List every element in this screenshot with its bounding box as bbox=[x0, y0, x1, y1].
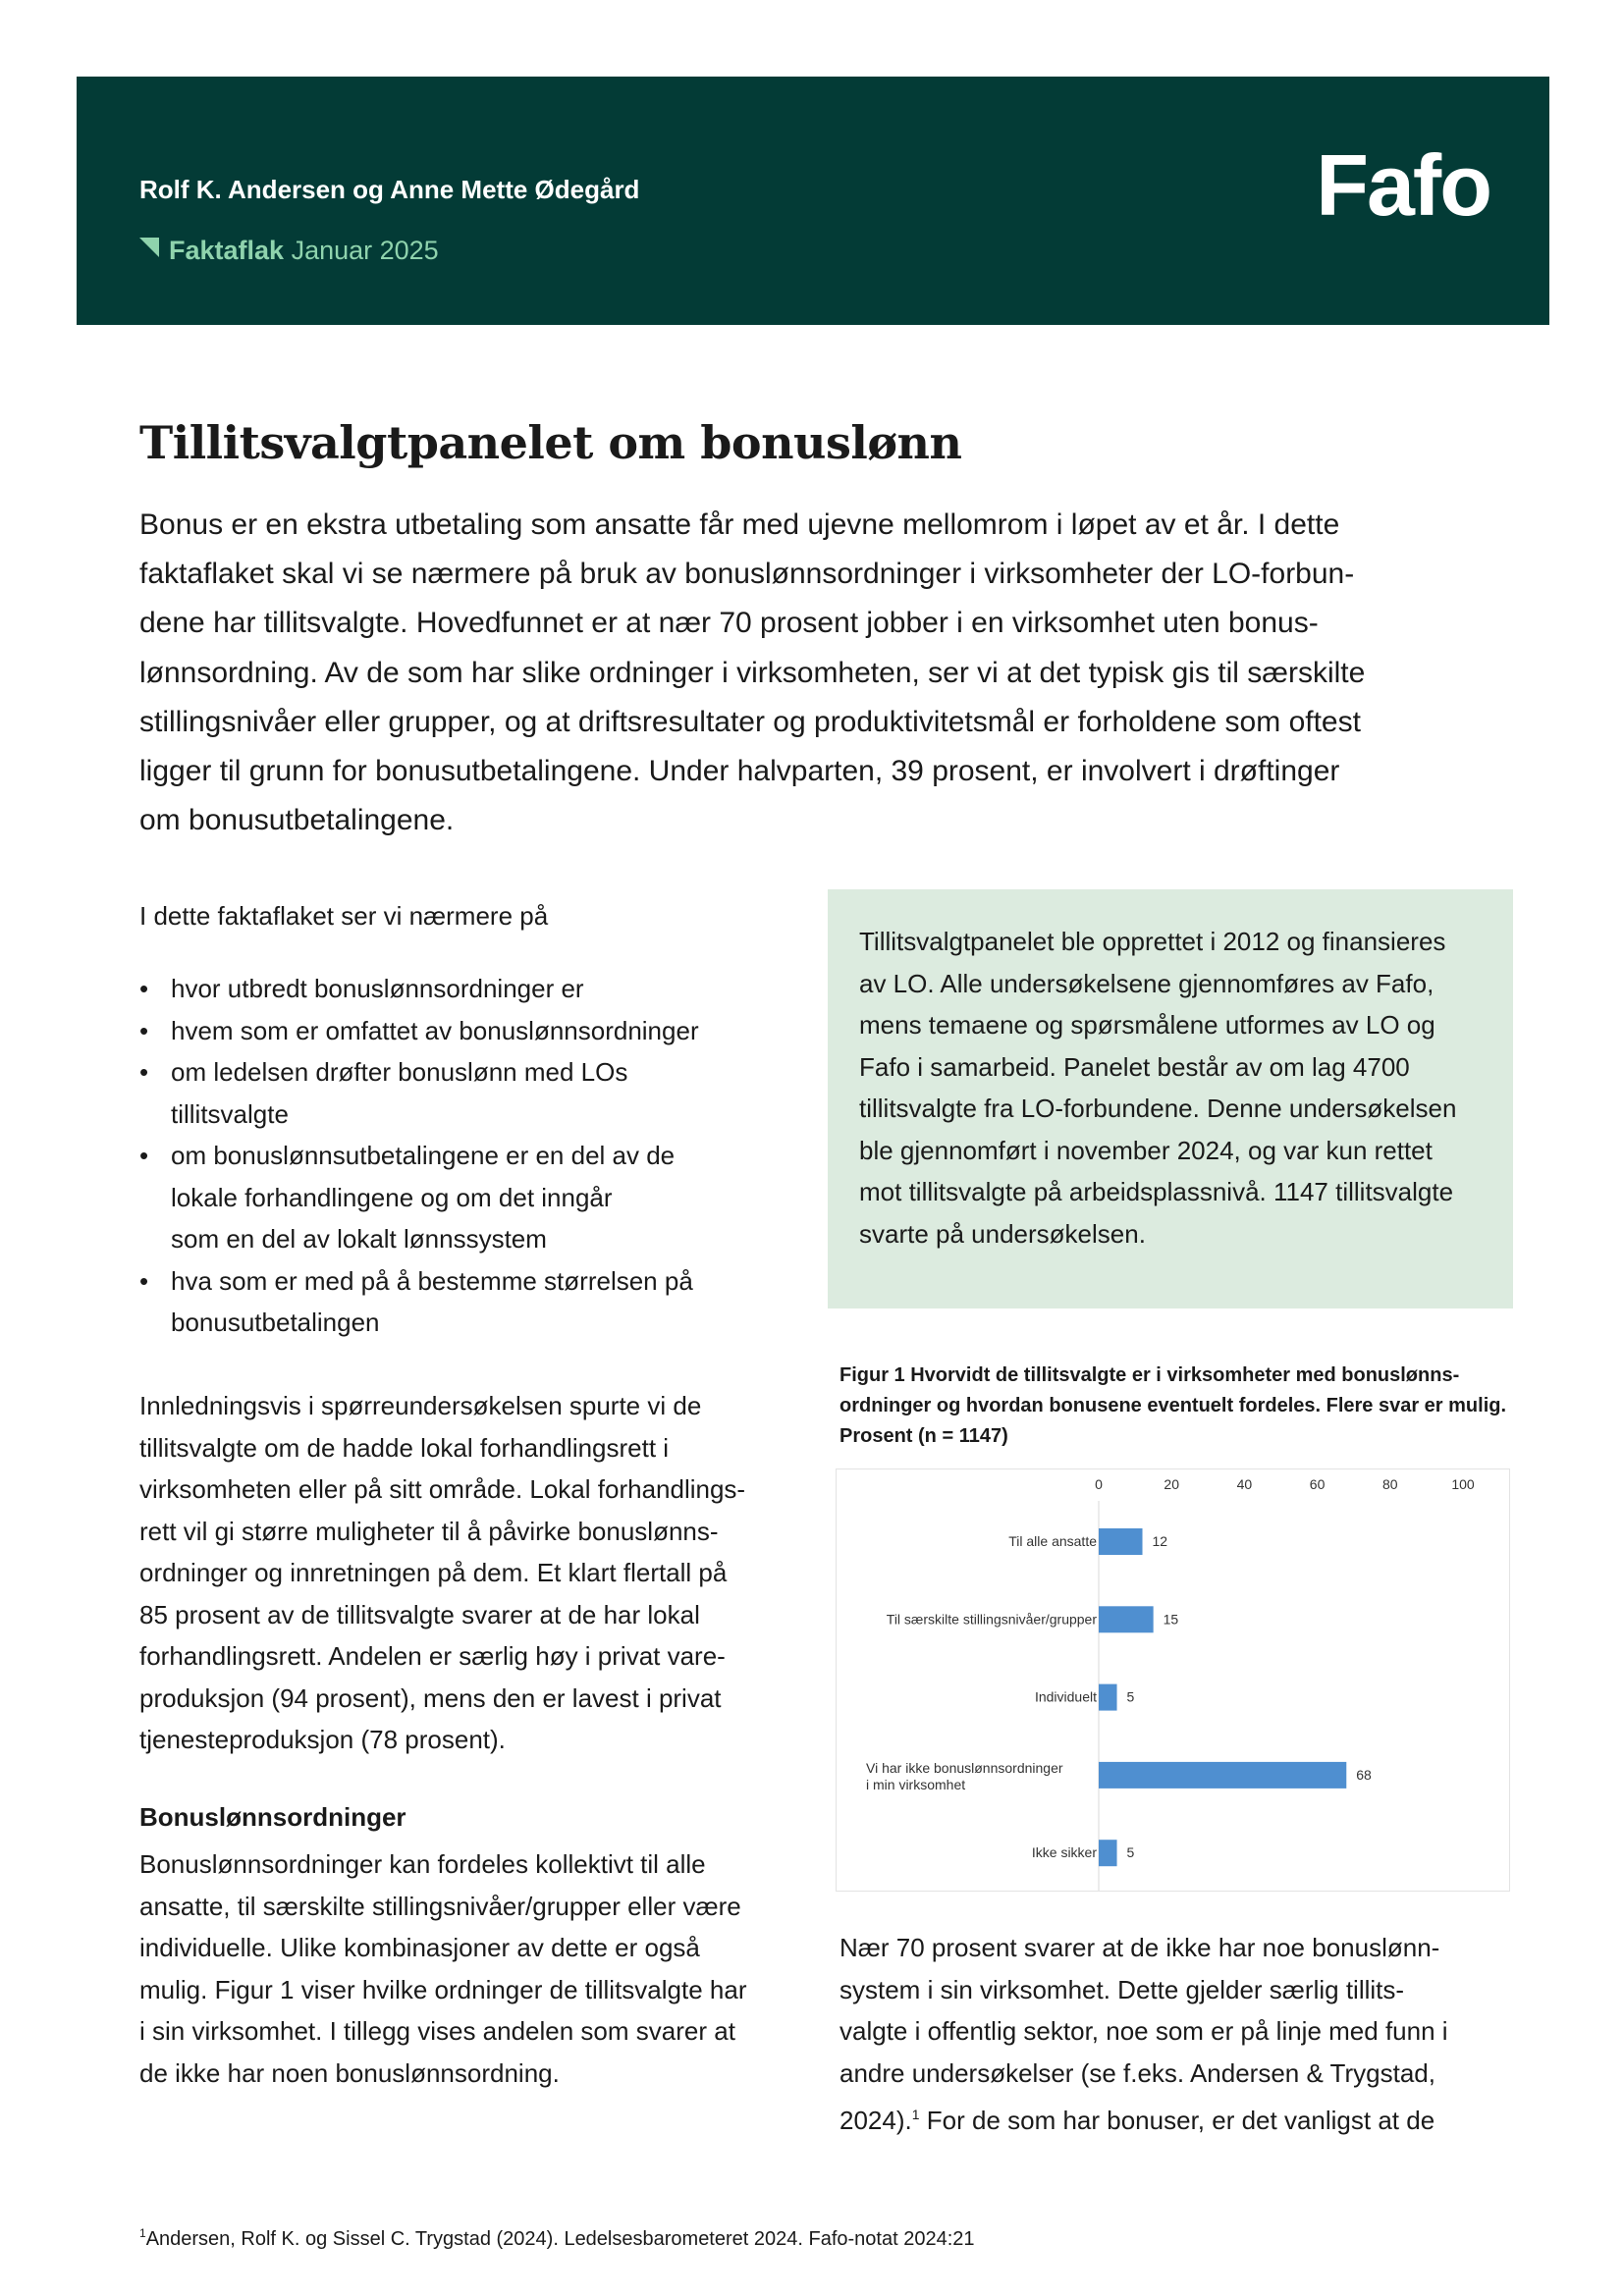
text-line: ble gjennomført i november 2024, og var … bbox=[859, 1135, 1433, 1165]
text-line: de ikke har noen bonuslønnsordning. bbox=[139, 2057, 560, 2088]
text-line: Bonus er en ekstra utbetaling som ansatt… bbox=[139, 508, 1340, 541]
bar bbox=[1099, 1683, 1117, 1711]
category-label: Til alle ansatte bbox=[1008, 1533, 1097, 1549]
publication-series: Faktaflak Januar 2025 bbox=[139, 236, 439, 266]
x-tick-label: 40 bbox=[1237, 1476, 1253, 1492]
list-item: om ledelsen drøfter bonuslønn med LOstil… bbox=[139, 1051, 699, 1135]
x-tick-label: 100 bbox=[1451, 1476, 1475, 1492]
footnote-text: Andersen, Rolf K. og Sissel C. Trygstad … bbox=[145, 2228, 975, 2250]
list-lead: I dette faktaflaket ser vi nærmere på bbox=[139, 901, 549, 931]
bar bbox=[1099, 1606, 1154, 1633]
category-label: Vi har ikke bonuslønnsordninger bbox=[866, 1760, 1063, 1776]
text-line: virksomheten eller på sitt område. Lokal… bbox=[139, 1474, 746, 1504]
text-line: mot tillitsvalgte på arbeidsplassnivå. 1… bbox=[859, 1177, 1454, 1206]
text-line: tjenesteproduksjon (78 prosent). bbox=[139, 1725, 506, 1754]
text-line: mulig. Figur 1 viser hvilke ordninger de… bbox=[139, 1974, 747, 2004]
text-line: faktaflaket skal vi se nærmere på bruk a… bbox=[139, 558, 1355, 591]
paragraph: Bonuslønnsordninger kan fordeles kollekt… bbox=[139, 1843, 747, 2094]
category-label: Til særskilte stillingsnivåer/grupper bbox=[887, 1611, 1098, 1627]
text-line: lønnsordning. Av de som har slike ordnin… bbox=[139, 656, 1366, 689]
list-item: hva som er med på å bestemme størrelsen … bbox=[139, 1260, 699, 1344]
data-label: 68 bbox=[1356, 1767, 1372, 1783]
text-line: svarte på undersøkelsen. bbox=[859, 1218, 1146, 1249]
intro-paragraph: Bonus er en ekstra utbetaling som ansatt… bbox=[139, 501, 1365, 845]
data-label: 15 bbox=[1164, 1611, 1179, 1627]
paragraph: Innledningsvis i spørreundersøkelsen spu… bbox=[139, 1385, 745, 1761]
x-tick-label: 20 bbox=[1164, 1476, 1179, 1492]
text-line: 85 prosent av de tillitsvalgte svarer at… bbox=[139, 1599, 700, 1629]
text-line: i sin virksomhet. I tillegg vises andele… bbox=[139, 2016, 735, 2046]
text-line: tillitsvalgte om de hadde lokal forhandl… bbox=[139, 1432, 670, 1463]
list-item: hvem som er omfattet av bonuslønnsordnin… bbox=[139, 1010, 699, 1052]
footnote: 1Andersen, Rolf K. og Sissel C. Trygstad… bbox=[139, 2226, 975, 2251]
text-line: Fafo i samarbeid. Panelet består av om l… bbox=[859, 1051, 1410, 1082]
text-line: ordninger og innretningen på dem. Et kla… bbox=[139, 1558, 728, 1587]
data-label: 5 bbox=[1127, 1689, 1135, 1705]
text-line: mens temaene og spørsmålene utformes av … bbox=[859, 1010, 1435, 1040]
paragraph-lines: Nær 70 prosent svarer at de ikke har noe… bbox=[839, 1927, 1448, 2094]
bar bbox=[1099, 1761, 1347, 1789]
x-tick-label: 80 bbox=[1382, 1476, 1398, 1492]
footnote-mark: 1 bbox=[139, 2226, 146, 2240]
text-line: andre undersøkelser (se f.eks. Andersen … bbox=[839, 2057, 1435, 2088]
bar bbox=[1099, 1840, 1117, 1867]
category-label: i min virksomhet bbox=[866, 1777, 965, 1792]
footnote-ref[interactable]: 1 bbox=[911, 2107, 920, 2122]
text-line: Tillitsvalgtpanelet ble opprettet i 2012… bbox=[859, 927, 1446, 956]
text-line: forhandlingsrett. Andelen er særlig høy … bbox=[139, 1641, 726, 1671]
bar bbox=[1099, 1528, 1143, 1555]
bar-chart: 0 20 40 60 80 100 12 Til alle ansatte 15 Til særs… bbox=[836, 1468, 1510, 1892]
series-name: Faktaflak bbox=[169, 236, 285, 265]
page-title: Tillitsvalgtpanelet om bonuslønn bbox=[139, 416, 962, 469]
text-line: dene har tillitsvalgte. Hovedfunnet er a… bbox=[139, 607, 1319, 640]
list-item: om bonuslønnsutbetalingene er en del av … bbox=[139, 1135, 699, 1260]
figure-title: Figur 1 Hvorvidt de tillitsvalgte er i v… bbox=[839, 1364, 1507, 1447]
bullet-list: hvor utbredt bonuslønnsordninger erhvem … bbox=[139, 968, 699, 1344]
text-line: rett vil gi større muligheter til å påvi… bbox=[139, 1516, 719, 1546]
publication-date: Januar 2025 bbox=[291, 236, 439, 265]
fafo-logo: Fafo bbox=[1316, 136, 1492, 234]
data-label: 5 bbox=[1127, 1844, 1135, 1860]
category-label: Individuelt bbox=[1035, 1689, 1097, 1705]
text-line: tillitsvalgte fra LO-forbundene. Denne u… bbox=[859, 1094, 1457, 1123]
header-banner: Rolf K. Andersen og Anne Mette Ødegård F… bbox=[77, 77, 1549, 325]
x-tick-label: 0 bbox=[1095, 1476, 1103, 1492]
x-tick-label: 60 bbox=[1310, 1476, 1326, 1492]
text-line: 2024). bbox=[839, 2106, 912, 2135]
list-item: hvor utbredt bonuslønnsordninger er bbox=[139, 968, 699, 1010]
section-heading: Bonuslønnsordninger bbox=[139, 1802, 406, 1832]
text-line: system i sin virksomhet. Dette gjelder s… bbox=[839, 1974, 1405, 2004]
text-line: For de som har bonuser, er det vanligst … bbox=[919, 2106, 1435, 2135]
text-line: individuelle. Ulike kombinasjoner av det… bbox=[139, 1933, 700, 1962]
text-line: Innledningsvis i spørreundersøkelsen spu… bbox=[139, 1391, 702, 1420]
text-line: valgte i offentlig sektor, noe som er på… bbox=[839, 2016, 1448, 2046]
authors: Rolf K. Andersen og Anne Mette Ødegård bbox=[139, 175, 640, 204]
text-line: ansatte, til særskilte stillingsnivåer/g… bbox=[139, 1891, 741, 1921]
text-line: Bonuslønnsordninger kan fordeles kollekt… bbox=[139, 1849, 706, 1879]
text-line: om bonusutbetalingene. bbox=[139, 804, 455, 837]
text-line: ligger til grunn for bonusutbetalingene.… bbox=[139, 755, 1340, 788]
text-line: produksjon (94 prosent), mens den er lav… bbox=[139, 1682, 722, 1713]
info-box: Tillitsvalgtpanelet ble opprettet i 2012… bbox=[828, 889, 1513, 1308]
text-line: av LO. Alle undersøkelsene gjennomføres … bbox=[859, 968, 1435, 998]
text-line: Nær 70 prosent svarer at de ikke har noe… bbox=[839, 1933, 1440, 1962]
data-label: 12 bbox=[1153, 1533, 1168, 1549]
category-label: Ikke sikker bbox=[1032, 1844, 1097, 1860]
paragraph: Nær 70 prosent svarer at de ikke har noe… bbox=[839, 1927, 1448, 2142]
text-line: stillingsnivåer eller grupper, og at dri… bbox=[139, 705, 1361, 738]
triangle-icon bbox=[139, 238, 159, 257]
